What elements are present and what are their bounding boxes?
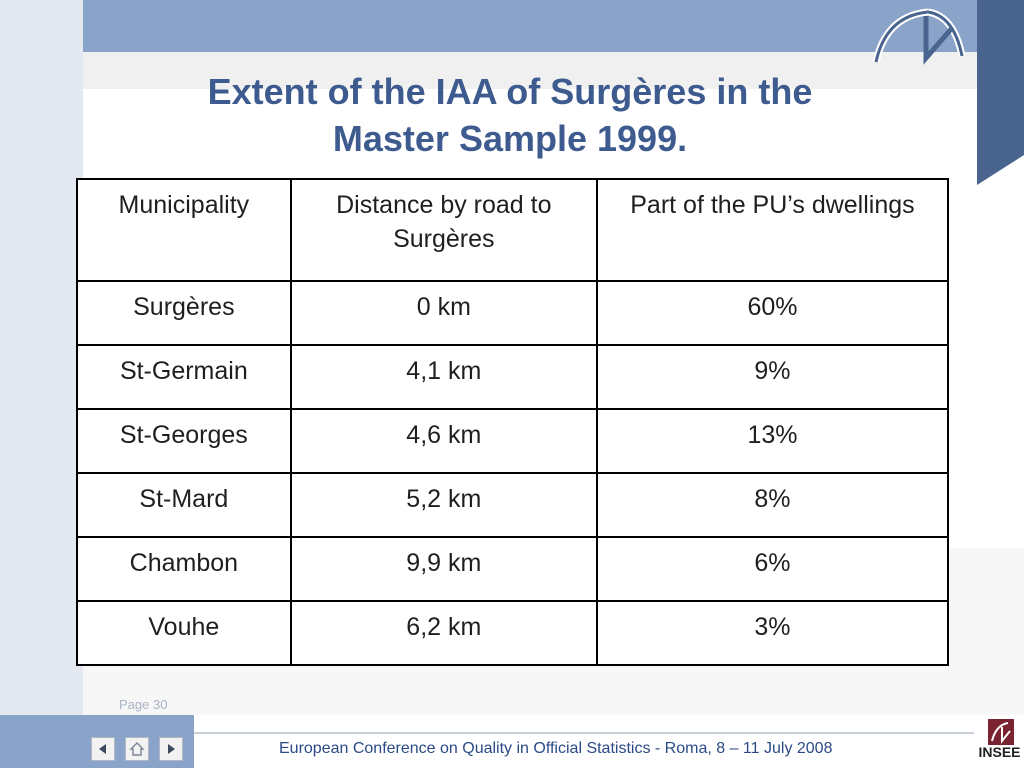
distance-cell: 4,1 km: [289, 344, 598, 410]
footer-conference-text: European Conference on Quality in Offici…: [279, 740, 833, 757]
distance-cell: 5,2 km: [289, 472, 598, 538]
distance-table: Municipality Distance by road to Surgère…: [76, 178, 950, 666]
dwellings-share-cell: 8%: [595, 472, 950, 538]
left-decor-strip: [0, 0, 83, 715]
dwellings-share-cell: 60%: [595, 280, 950, 346]
home-icon: [129, 742, 145, 756]
dwellings-share-cell: 6%: [595, 536, 950, 602]
table-row: St-Mard 5,2 km 8%: [76, 472, 950, 538]
table-row: St-Georges 4,6 km 13%: [76, 408, 950, 474]
slide-title: Extent of the IAA of Surgères in the Mas…: [140, 68, 880, 162]
footer-divider: [194, 732, 974, 734]
title-line-1: Extent of the IAA of Surgères in the: [207, 71, 813, 112]
title-line-2: Master Sample 1999.: [332, 118, 688, 159]
distance-cell: 6,2 km: [289, 600, 598, 666]
corner-decor: [977, 0, 1024, 185]
arrow-left-icon: [99, 744, 106, 754]
distance-cell: 0 km: [289, 280, 598, 346]
top-banner: [83, 0, 977, 52]
table-header-row: Municipality Distance by road to Surgère…: [76, 178, 950, 282]
column-header: Part of the PU’s dwellings: [595, 178, 950, 282]
table-row: Surgères 0 km 60%: [76, 280, 950, 346]
table-row: Chambon 9,9 km 6%: [76, 536, 950, 602]
dwellings-share-cell: 9%: [595, 344, 950, 410]
municipality-cell: Vouhe: [76, 600, 292, 666]
column-header: Municipality: [76, 178, 292, 282]
municipality-cell: St-Georges: [76, 408, 292, 474]
arrow-right-icon: [168, 744, 175, 754]
distance-cell: 9,9 km: [289, 536, 598, 602]
home-slide-button[interactable]: [125, 737, 149, 761]
insee-logo-text: INSEE: [978, 744, 1021, 760]
table-row: St-Germain 4,1 km 9%: [76, 344, 950, 410]
dwellings-share-cell: 13%: [595, 408, 950, 474]
insee-logo-icon: [988, 719, 1014, 745]
municipality-cell: Surgères: [76, 280, 292, 346]
table-row: Vouhe 6,2 km 3%: [76, 600, 950, 666]
dwellings-share-cell: 3%: [595, 600, 950, 666]
municipality-cell: St-Germain: [76, 344, 292, 410]
arc-logo-icon: [872, 8, 966, 65]
municipality-cell: Chambon: [76, 536, 292, 602]
distance-cell: 4,6 km: [289, 408, 598, 474]
top-banner-light: [83, 52, 977, 89]
column-header: Distance by road to Surgères: [289, 178, 598, 282]
previous-slide-button[interactable]: [91, 737, 115, 761]
next-slide-button[interactable]: [159, 737, 183, 761]
municipality-cell: St-Mard: [76, 472, 292, 538]
page-number: Page 30: [119, 697, 168, 712]
